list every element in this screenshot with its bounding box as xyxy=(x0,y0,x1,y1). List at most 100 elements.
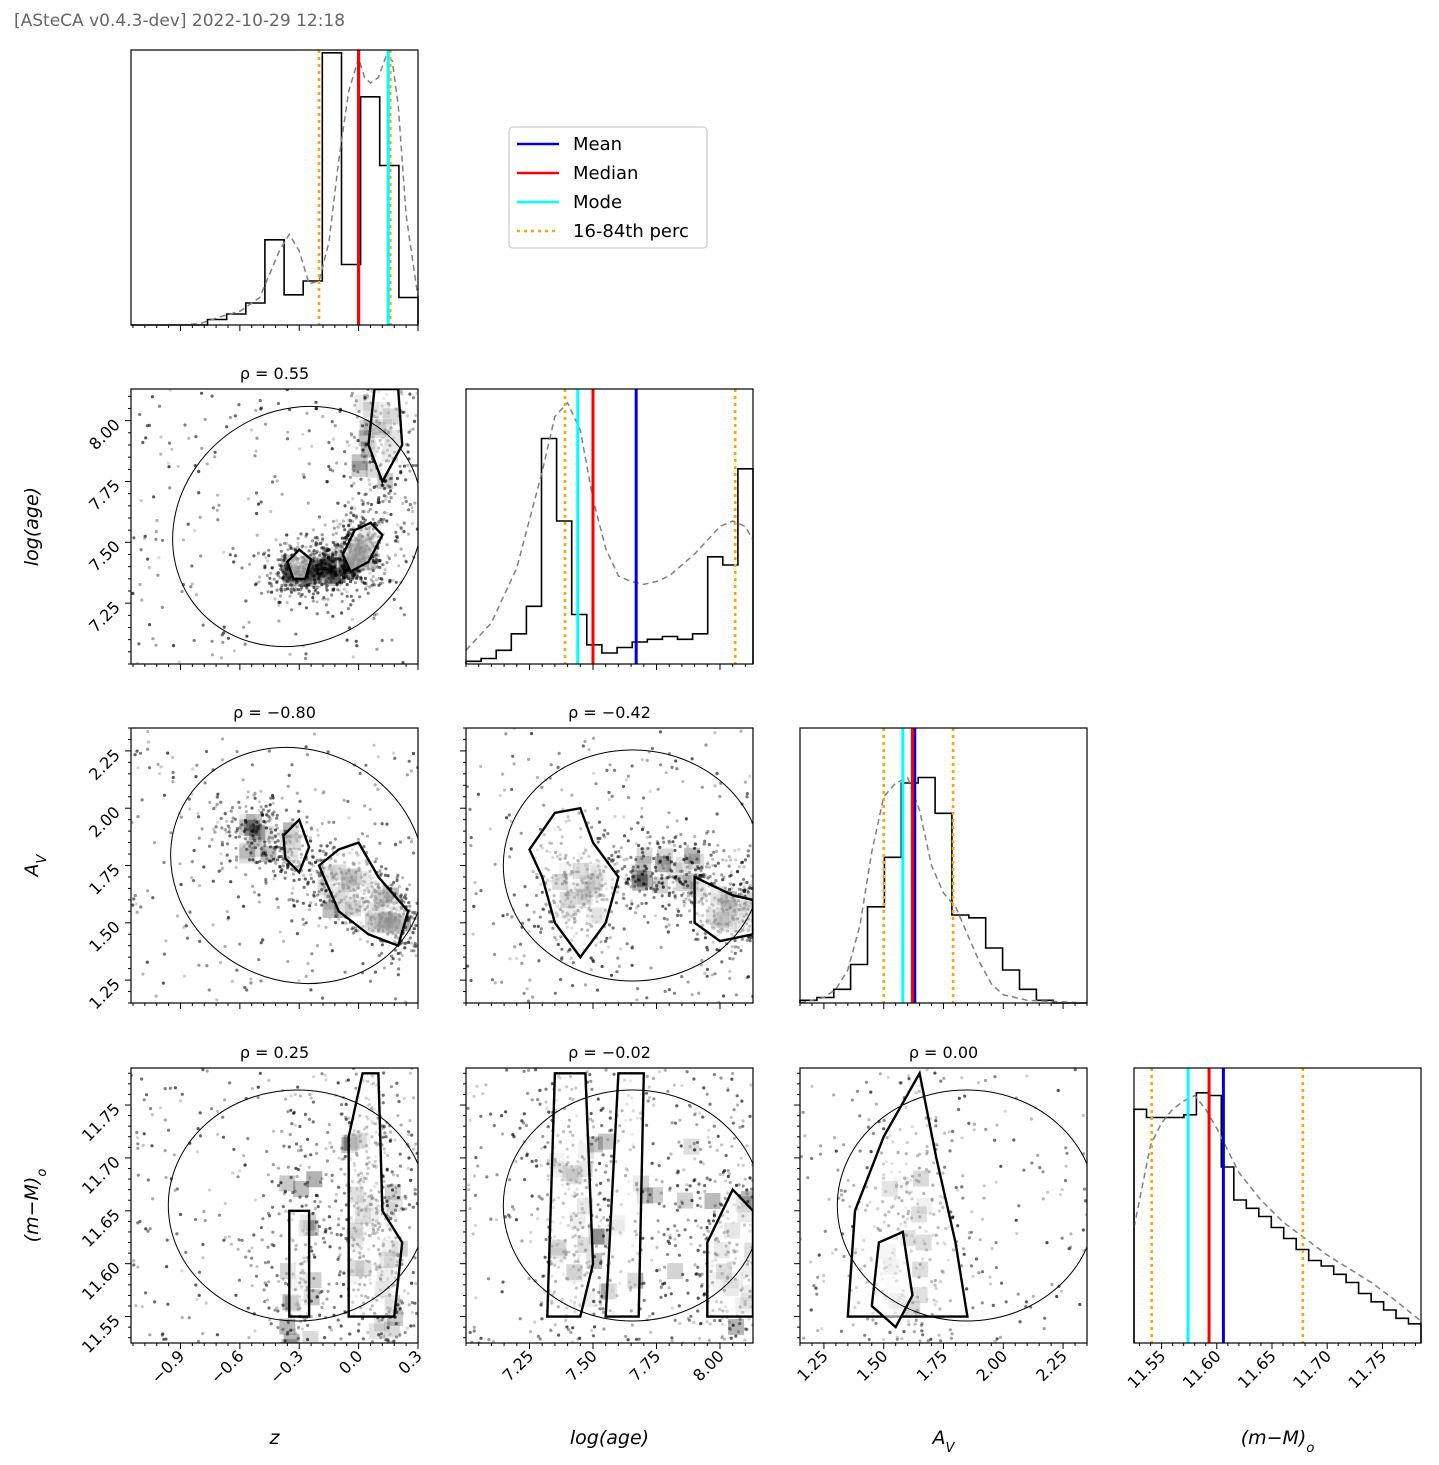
sample-point xyxy=(298,584,302,588)
sample-point xyxy=(728,969,732,974)
sample-point xyxy=(271,796,275,800)
sample-point xyxy=(672,991,677,995)
sample-point xyxy=(385,1168,389,1172)
sample-point xyxy=(223,944,227,949)
sample-point xyxy=(520,1156,524,1160)
sample-point xyxy=(402,530,406,534)
sample-point xyxy=(194,1283,198,1287)
sample-point xyxy=(680,1201,685,1206)
sample-point xyxy=(646,846,650,850)
covariance-ellipse xyxy=(167,1089,418,1322)
sample-point xyxy=(165,1265,169,1269)
sample-point xyxy=(641,1236,645,1240)
sample-point xyxy=(681,779,685,784)
sample-point xyxy=(706,1229,710,1233)
sample-point xyxy=(693,1157,697,1161)
sample-point xyxy=(388,883,392,887)
sample-point xyxy=(317,870,321,875)
sample-point xyxy=(263,840,267,844)
sample-point xyxy=(658,730,663,734)
sample-point xyxy=(305,1181,309,1185)
sample-point xyxy=(267,815,271,819)
sample-point xyxy=(648,1193,652,1197)
sample-point xyxy=(313,1207,317,1211)
sample-point xyxy=(294,1331,298,1335)
sample-point xyxy=(507,1213,511,1217)
sample-point xyxy=(402,464,407,468)
sample-point xyxy=(634,858,638,862)
sample-point xyxy=(150,1113,154,1117)
sample-point xyxy=(724,858,728,863)
sample-point xyxy=(307,861,312,865)
sample-point xyxy=(297,809,301,813)
sample-point xyxy=(273,475,277,479)
sample-point xyxy=(665,856,669,860)
sample-point xyxy=(312,1276,316,1280)
sample-point xyxy=(340,1157,344,1161)
sample-point xyxy=(332,1305,336,1310)
sample-point xyxy=(325,479,329,484)
sample-point xyxy=(165,1238,169,1242)
sample-point xyxy=(692,1077,696,1081)
sample-point xyxy=(402,1096,406,1101)
sample-point xyxy=(338,1246,342,1250)
sample-point xyxy=(402,895,406,899)
sample-point xyxy=(343,536,347,540)
sample-point xyxy=(309,1153,313,1157)
sample-point xyxy=(273,840,277,845)
sample-point xyxy=(698,1274,702,1278)
sample-point xyxy=(292,1328,296,1332)
sample-point xyxy=(270,836,274,840)
sample-point xyxy=(341,540,345,544)
sample-point xyxy=(411,910,415,914)
sample-point xyxy=(288,1132,292,1137)
sample-point xyxy=(233,414,237,418)
sample-point xyxy=(310,1212,314,1216)
sample-point xyxy=(191,879,196,883)
sample-point xyxy=(274,861,278,865)
sample-point xyxy=(564,1318,568,1323)
sample-point xyxy=(712,1210,717,1214)
sample-point xyxy=(570,793,574,797)
sample-point xyxy=(220,840,224,845)
sample-point xyxy=(599,1219,603,1223)
sample-point xyxy=(356,439,360,443)
sample-point xyxy=(171,644,176,648)
sample-point xyxy=(473,881,477,885)
sample-point xyxy=(700,785,704,789)
sample-point xyxy=(734,993,739,997)
sample-point xyxy=(319,844,323,848)
sample-point xyxy=(267,840,271,844)
sample-point xyxy=(742,865,746,869)
sample-point xyxy=(644,1091,649,1095)
sample-point xyxy=(408,429,412,433)
sample-point xyxy=(281,857,285,861)
sample-point xyxy=(265,857,269,861)
sample-point xyxy=(667,811,671,815)
sample-point xyxy=(543,1145,547,1149)
sample-point xyxy=(466,964,470,968)
sample-point xyxy=(479,1114,483,1118)
sample-point xyxy=(291,818,295,822)
sample-point xyxy=(321,537,325,541)
sample-point xyxy=(228,826,232,830)
sample-point xyxy=(670,765,674,770)
sample-point xyxy=(331,553,335,557)
sample-point xyxy=(138,412,142,417)
sample-point xyxy=(245,795,250,799)
sample-point xyxy=(269,571,273,575)
sample-point xyxy=(379,872,383,876)
sample-point xyxy=(282,541,287,545)
sample-point xyxy=(571,1326,575,1330)
sample-point xyxy=(136,1173,140,1177)
sample-point xyxy=(144,436,148,440)
sample-point xyxy=(543,1145,547,1149)
sample-point xyxy=(299,1163,303,1167)
sample-point xyxy=(583,809,587,813)
density-contour xyxy=(317,841,410,948)
sample-point xyxy=(689,1105,693,1109)
sample-point xyxy=(468,1330,472,1335)
sample-point xyxy=(732,1108,736,1112)
sample-point xyxy=(343,568,347,572)
sample-point xyxy=(352,435,356,439)
